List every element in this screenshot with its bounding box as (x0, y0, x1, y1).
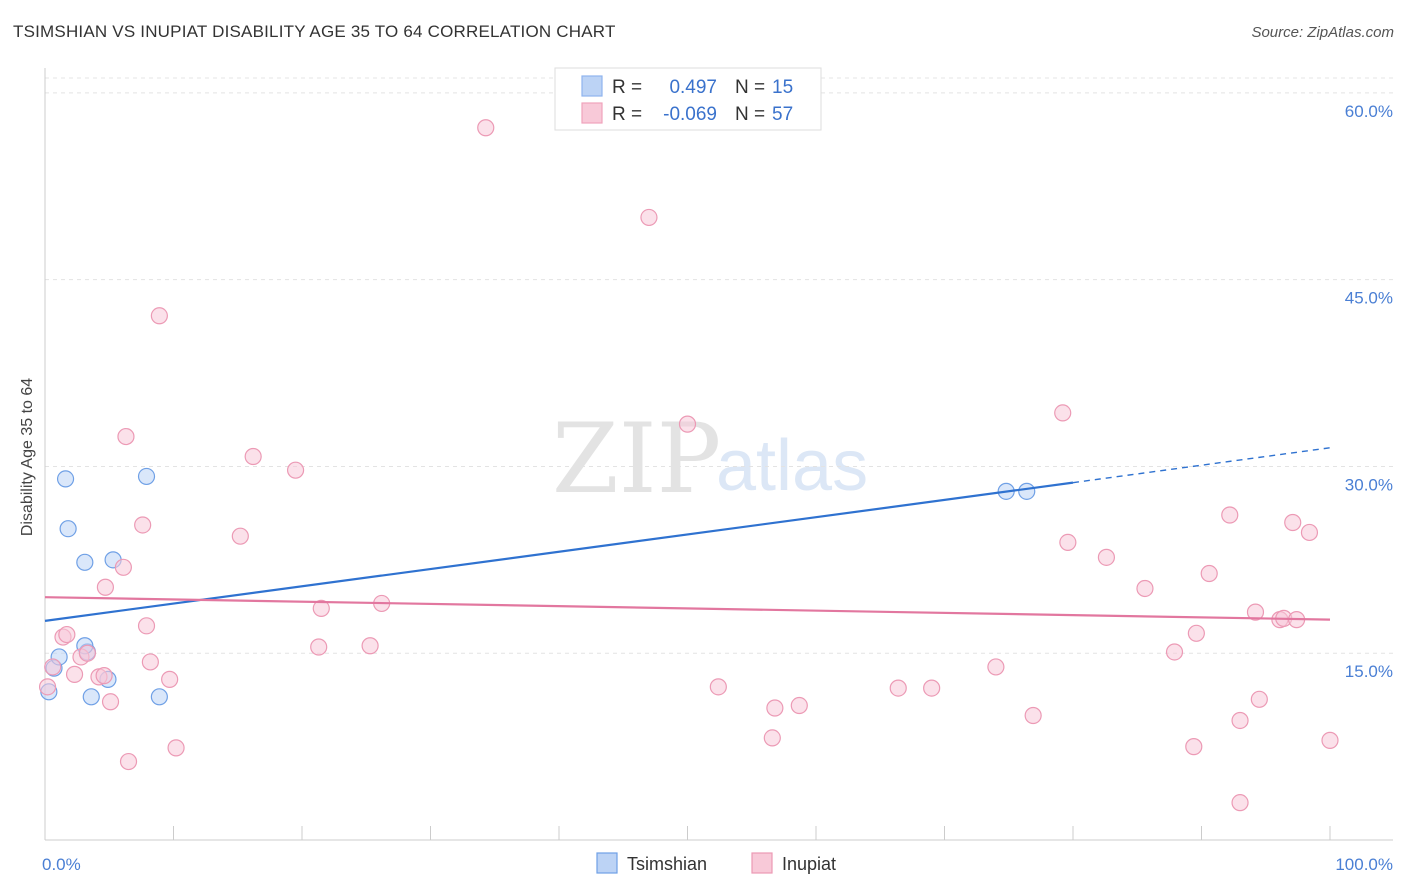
y-tick-label: 60.0% (1345, 102, 1393, 121)
inupiat-point (167, 739, 185, 757)
stats-legend-swatch (581, 102, 603, 124)
n-label: N = (735, 104, 765, 125)
inupiat-point (95, 667, 113, 685)
inupiat-point (137, 617, 156, 635)
r-label: R = (612, 77, 642, 98)
tsimshian-point (76, 553, 94, 571)
inupiat-point (1097, 548, 1116, 566)
inupiat-point (1059, 533, 1077, 552)
inupiat-point (119, 752, 138, 771)
trend-lines (44, 447, 1331, 622)
stats-legend: R = 0.497 N = 15 R = -0.069 N = 57 (554, 67, 822, 131)
series-legend-label: Inupiat (782, 854, 836, 874)
watermark: ZIP atlas (552, 403, 868, 515)
inupiat-point (709, 678, 727, 696)
inupiat-point (101, 693, 120, 711)
inupiat-point (141, 653, 159, 671)
data-points (38, 119, 1339, 812)
inupiat-point (1024, 706, 1042, 725)
tsimshian-point (56, 470, 75, 488)
inupiat-point (1187, 624, 1205, 642)
inupiat-point (78, 644, 97, 662)
inupiat-point (790, 696, 808, 715)
tick-labels: 15.0% 30.0% 45.0% 60.0% 0.0% 100.0% (42, 102, 1393, 874)
inupiat-point (766, 699, 784, 717)
axes (44, 68, 1393, 841)
inupiat-point (286, 461, 305, 479)
tsimshian-point (59, 520, 77, 538)
inupiat-point (987, 658, 1005, 676)
series-legend-label: Tsimshian (627, 854, 707, 874)
inupiat-point (1231, 794, 1249, 812)
series-legend-swatch (751, 852, 773, 874)
inupiat-point (161, 670, 179, 688)
source-label: Source: ZipAtlas.com (1251, 24, 1394, 41)
inupiat-point (1246, 603, 1265, 621)
inupiat-point (312, 599, 330, 618)
inupiat-point (114, 558, 132, 576)
inupiat-point (58, 625, 76, 644)
inupiat-point (1136, 579, 1154, 598)
tsimshian-point (82, 688, 100, 706)
inupiat-point (1300, 523, 1319, 542)
x-tick-label: 0.0% (42, 855, 81, 874)
inupiat-point (38, 678, 57, 696)
watermark-zip-text: ZIP (552, 403, 721, 515)
inupiat-point (65, 665, 84, 683)
inupiat-point (889, 679, 907, 697)
inupiat-point (1250, 690, 1268, 708)
chart-title: TSIMSHIAN VS INUPIAT DISABILITY AGE 35 T… (13, 22, 616, 41)
n-value: 15 (772, 77, 793, 98)
inupiat-point (310, 638, 328, 656)
inupiat-point (1054, 404, 1072, 422)
inupiat-point (1321, 731, 1339, 749)
inupiat-point (763, 729, 781, 747)
series-legend: Tsimshian Inupiat (596, 852, 836, 874)
inupiat-point (1185, 738, 1203, 756)
r-value: -0.069 (663, 104, 717, 125)
inupiat-point (1231, 711, 1249, 730)
inupiat-point (1221, 506, 1239, 524)
y-tick-label: 45.0% (1345, 289, 1393, 308)
inupiat-point (1284, 513, 1302, 532)
inupiat-point (678, 415, 697, 433)
inupiat-trend-line (44, 596, 1331, 621)
tsimshian-trend-line (44, 481, 1074, 622)
inupiat-point (361, 637, 379, 655)
tsimshian-point (1018, 482, 1036, 500)
inupiat-point (117, 427, 135, 446)
n-value: 57 (772, 104, 793, 125)
inupiat-point (477, 119, 495, 137)
x-tick-label: 100.0% (1335, 855, 1393, 874)
inupiat-point (96, 578, 114, 596)
y-tick-label: 15.0% (1345, 662, 1393, 681)
grid-lines (45, 77, 1393, 654)
r-value: 0.497 (669, 77, 717, 98)
inupiat-point (134, 516, 152, 534)
inupiat-point (44, 658, 62, 676)
y-tick-label: 30.0% (1345, 475, 1393, 494)
inupiat-point (640, 208, 658, 227)
stats-legend-swatch (581, 75, 603, 97)
tsimshian-trend-extension (1072, 447, 1331, 484)
inupiat-point (244, 447, 262, 466)
r-label: R = (612, 104, 642, 125)
inupiat-point (923, 679, 941, 697)
inupiat-point (231, 527, 249, 545)
tsimshian-point (150, 688, 168, 706)
n-label: N = (735, 77, 765, 98)
tsimshian-point (137, 467, 156, 486)
inupiat-point (1165, 643, 1184, 661)
inupiat-point (150, 307, 168, 325)
inupiat-point (1200, 564, 1218, 583)
series-legend-swatch (596, 852, 618, 874)
